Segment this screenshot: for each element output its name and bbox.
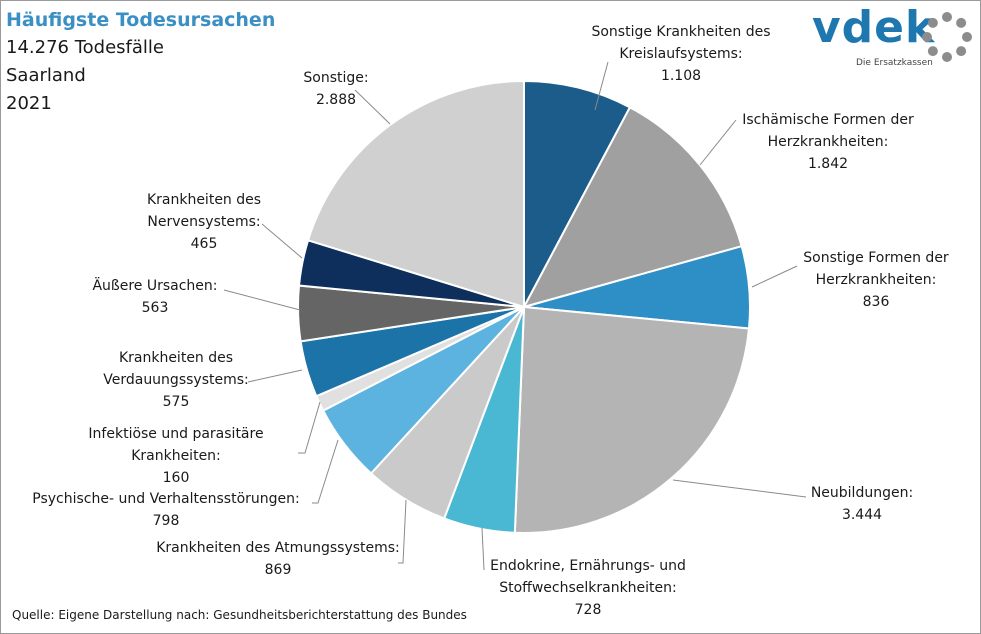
chart-title: Häufigste Todesursachen [6,9,276,31]
leader-line [594,61,609,111]
slice-value-label: 2.888 [316,92,356,108]
pie-slice [522,105,743,309]
slice-category-label: Krankheiten des Atmungssystems: [156,540,400,556]
slice-category-label: Sonstige Formen der [803,250,949,266]
pie-slice [306,79,525,309]
slice-category-label: Stoffwechselkrankheiten: [499,580,677,596]
leader-line [223,289,301,311]
slice-category-label: Neubildungen: [811,485,913,501]
slice-value-label: 465 [191,236,218,252]
slice-value-label: 1.108 [661,68,701,84]
logo-ring-icon [922,12,972,62]
slice-category-label: Herzkrankheiten: [816,272,937,288]
logo-dot [922,32,932,42]
leader-line [354,89,391,125]
slice-category-label: Psychische- und Verhaltensstörungen: [32,491,299,507]
slice-category-label: Ischämische Formen der [742,112,914,128]
logo-dot [942,52,952,62]
logo-dot [956,17,967,28]
leader-line [312,439,339,504]
slice-value-label: 798 [153,513,180,529]
slice-category-label: Äußere Ursachen: [92,276,217,294]
slice-category-label: Herzkrankheiten: [768,134,889,150]
leader-line [751,265,798,288]
slice-value-label: 3.444 [842,507,882,523]
logo-tagline: Die Ersatzkassen [856,58,933,68]
logo-wordmark: vdek [812,2,936,53]
slice-value-label: 869 [265,562,292,578]
source-note: Quelle: Eigene Darstellung nach: Gesundh… [12,608,467,622]
slice-value-label: 1.842 [808,156,848,172]
slice-category-label: Verdauungssystems: [103,372,249,388]
leader-line [672,479,807,498]
leader-line [261,223,303,259]
slice-category-label: Sonstige: [303,70,368,86]
logo-dot [956,46,967,57]
slice-category-label: Krankheiten des [119,350,233,366]
slice-category-label: Krankheiten: [131,448,221,464]
region: Saarland [6,65,86,86]
leader-line [247,369,303,383]
deaths-total: 14.276 Todesfälle [6,37,164,58]
slice-value-label: 563 [142,300,169,316]
slice-category-label: Infektiöse und parasitäre [88,426,263,442]
slice-category-label: Sonstige Krankheiten des [591,24,770,40]
leader-line [298,401,321,454]
slice-value-label: 575 [163,394,190,410]
slice-category-label: Kreislaufsystems: [619,46,742,62]
leader-line [398,499,407,564]
logo-dot [927,46,938,57]
slice-category-label: Endokrine, Ernährungs- und [490,558,686,574]
slice-value-label: 160 [163,470,190,486]
leader-line [481,527,485,571]
logo-dot [942,12,952,22]
pie-slice [523,79,632,308]
leader-line [699,119,737,166]
title-block: Häufigste Todesursachen 14.276 Todesfäll… [6,6,275,118]
slice-value-label: 836 [863,294,890,310]
year: 2021 [6,93,52,114]
slice-value-label: 728 [575,602,602,618]
logo-dot [927,17,938,28]
pie-slice [513,305,751,534]
slice-category-label: Krankheiten des [147,192,261,208]
logo-dot [962,32,972,42]
slice-category-label: Nervensystems: [147,214,260,230]
vdek-logo: vdek Die Ersatzkassen [808,2,978,78]
